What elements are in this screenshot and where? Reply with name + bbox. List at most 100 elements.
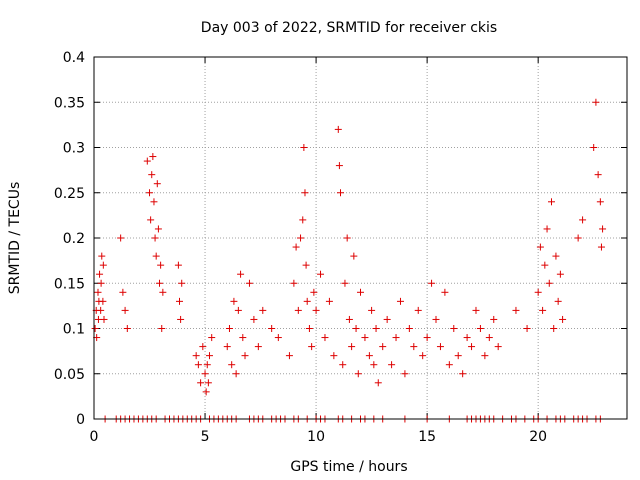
data-point <box>334 125 342 133</box>
data-point <box>559 315 567 323</box>
y-axis-label: SRMTID / TECUs <box>7 182 23 295</box>
data-point <box>350 252 358 260</box>
x-axis-label: GPS time / hours <box>290 459 407 475</box>
x-tick-label: 15 <box>418 429 436 445</box>
y-tick-label: 0.2 <box>63 231 85 247</box>
data-point <box>414 306 422 314</box>
data-point <box>146 189 154 197</box>
data-point <box>297 234 305 242</box>
data-point <box>534 288 542 296</box>
data-point <box>594 171 602 179</box>
data-point <box>123 325 131 332</box>
data-point <box>225 325 233 332</box>
data-point <box>345 315 353 323</box>
data-point <box>379 343 387 351</box>
y-tick-label: 0 <box>76 412 85 428</box>
data-point <box>579 216 587 224</box>
data-point <box>419 352 427 360</box>
data-point <box>490 315 498 323</box>
data-point <box>383 315 391 323</box>
data-point <box>223 343 231 351</box>
data-point <box>325 297 333 305</box>
x-tick-label: 0 <box>90 429 99 445</box>
data-point <box>152 252 160 260</box>
data-point <box>96 270 104 278</box>
data-point <box>202 388 210 396</box>
data-point <box>368 306 376 314</box>
data-point <box>192 352 200 360</box>
data-point <box>232 370 240 378</box>
data-point <box>177 315 185 323</box>
data-point <box>556 270 564 278</box>
data-point <box>294 306 302 314</box>
y-tick-label: 0.4 <box>63 50 85 66</box>
data-point <box>174 261 182 269</box>
data-point <box>374 379 382 387</box>
data-point <box>536 243 544 251</box>
data-point <box>194 361 202 369</box>
data-point <box>312 306 320 314</box>
data-point <box>250 315 258 323</box>
data-point <box>147 216 155 224</box>
data-point <box>372 325 380 332</box>
data-point <box>300 144 308 151</box>
data-point <box>343 234 351 242</box>
data-point <box>392 334 400 342</box>
data-point <box>468 343 476 351</box>
data-point <box>463 334 471 342</box>
data-point <box>512 306 520 314</box>
data-point <box>97 279 105 287</box>
data-point <box>205 352 213 360</box>
data-point <box>154 225 162 233</box>
data-point <box>494 343 502 351</box>
data-point <box>302 261 310 269</box>
grid-lines <box>94 57 627 419</box>
data-point <box>370 361 378 369</box>
data-point <box>158 325 166 332</box>
data-point <box>268 325 276 332</box>
data-point <box>597 243 605 251</box>
data-point <box>339 361 347 369</box>
y-tick-label: 0.35 <box>54 95 85 111</box>
x-tick-label: 20 <box>529 429 547 445</box>
data-point <box>330 352 338 360</box>
data-point <box>176 297 184 305</box>
data-point <box>234 306 242 314</box>
data-point <box>245 279 253 287</box>
data-point <box>523 325 531 332</box>
data-point <box>485 334 493 342</box>
data-point <box>432 315 440 323</box>
data-points <box>91 98 607 423</box>
data-point <box>539 306 547 314</box>
data-point <box>541 261 549 269</box>
data-point <box>554 297 562 305</box>
data-point <box>301 189 309 197</box>
data-point <box>352 325 360 332</box>
data-point <box>357 288 364 296</box>
data-point <box>157 261 165 269</box>
data-point <box>481 352 489 360</box>
data-point <box>274 334 282 342</box>
data-point <box>445 361 453 369</box>
data-point <box>153 180 161 188</box>
data-point <box>148 171 156 179</box>
y-tick-label: 0.05 <box>54 367 85 383</box>
data-point <box>472 306 480 314</box>
data-point <box>317 270 325 278</box>
data-point <box>119 288 127 296</box>
data-point <box>230 297 238 305</box>
plot-frame <box>93 56 628 420</box>
data-point <box>299 216 307 224</box>
data-point <box>459 370 467 378</box>
data-point <box>228 361 236 369</box>
data-point <box>292 243 300 251</box>
data-point <box>99 297 107 305</box>
data-point <box>259 306 267 314</box>
data-point <box>204 379 212 387</box>
data-point <box>476 325 484 332</box>
data-point <box>396 297 404 305</box>
data-point <box>547 198 555 206</box>
data-point <box>285 352 293 360</box>
data-point <box>237 270 245 278</box>
